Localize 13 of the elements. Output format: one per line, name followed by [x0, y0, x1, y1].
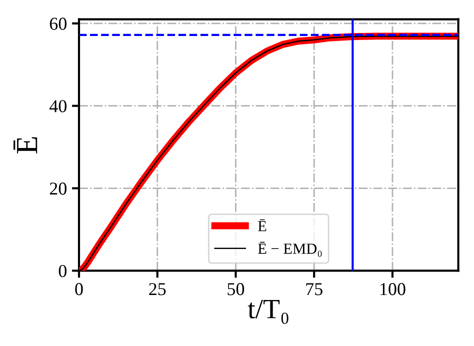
x-tick-label: 75 [306, 283, 322, 296]
x-tick-label: 0 [75, 283, 83, 296]
y-axis-title: Ē [14, 137, 38, 154]
y-tick-label: 20 [50, 182, 67, 195]
y-tick-label: 0 [58, 264, 67, 278]
y-tick-label: 60 [50, 18, 67, 30]
legend-label: Ē − EMD₀ [258, 242, 322, 257]
x-tick-label: 100 [380, 283, 406, 296]
x-tick-label: 50 [228, 283, 244, 296]
x-tick-label: 25 [149, 283, 166, 296]
x-axis-title: t/T₀ [248, 300, 288, 324]
legend-label: Ē [258, 219, 266, 232]
y-tick-label: 40 [49, 100, 67, 112]
